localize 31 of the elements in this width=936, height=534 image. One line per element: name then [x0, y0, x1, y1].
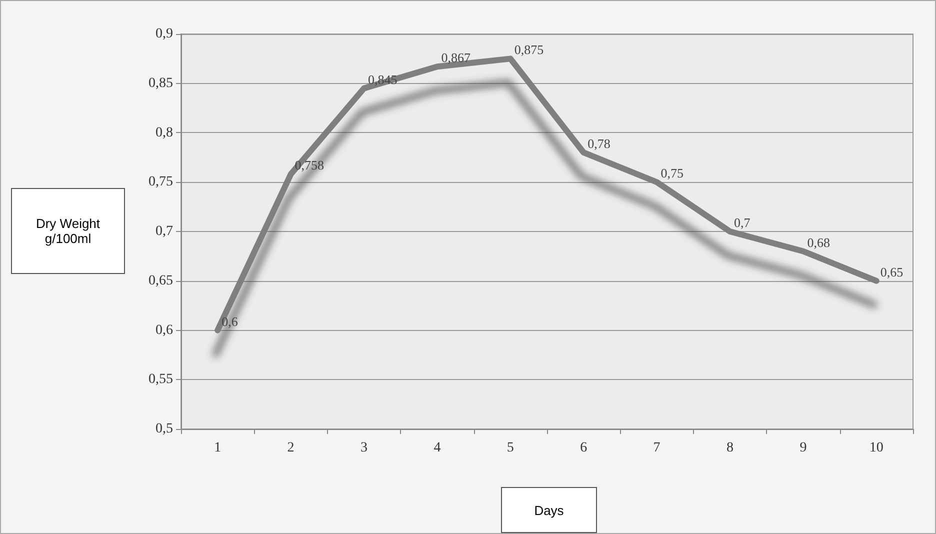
y-tick-label: 0,6 — [156, 322, 173, 338]
x-tick-label: 5 — [506, 440, 514, 456]
x-tick-label: 1 — [214, 440, 222, 456]
x-tick-label: 4 — [434, 440, 441, 456]
data-label: 0,875 — [514, 42, 544, 58]
data-label: 0,78 — [588, 136, 610, 151]
data-label: 0,6 — [222, 314, 238, 329]
y-tick-label: 0,8 — [156, 125, 173, 140]
data-label: 0,845 — [368, 72, 398, 87]
x-tick-label: 7 — [653, 440, 660, 456]
data-label: 0,7 — [734, 215, 751, 230]
x-tick-label: 8 — [726, 440, 734, 456]
data-label: 0,75 — [660, 166, 684, 181]
y-tick-label: 0,75 — [148, 174, 173, 190]
data-label: 0,65 — [880, 264, 904, 280]
y-tick-label: 0,7 — [156, 224, 173, 239]
x-tick-label: 6 — [580, 440, 588, 456]
y-tick-label: 0,5 — [156, 422, 173, 436]
y-tick-label: 0,55 — [148, 372, 173, 388]
y-axis-title: Dry Weight g/100ml — [11, 188, 125, 274]
x-tick-label: 9 — [800, 440, 807, 456]
y-tick-label: 0,9 — [156, 26, 173, 42]
x-tick-label: 3 — [360, 440, 368, 456]
x-tick-label: 10 — [869, 440, 884, 456]
x-tick-label: 2 — [287, 440, 294, 456]
data-label: 0,758 — [294, 158, 324, 173]
data-label: 0,867 — [441, 50, 471, 66]
y-tick-label: 0,65 — [148, 273, 173, 288]
data-label: 0,68 — [807, 234, 830, 250]
x-axis-title: Days — [501, 487, 597, 533]
y-tick-label: 0,85 — [148, 76, 173, 91]
